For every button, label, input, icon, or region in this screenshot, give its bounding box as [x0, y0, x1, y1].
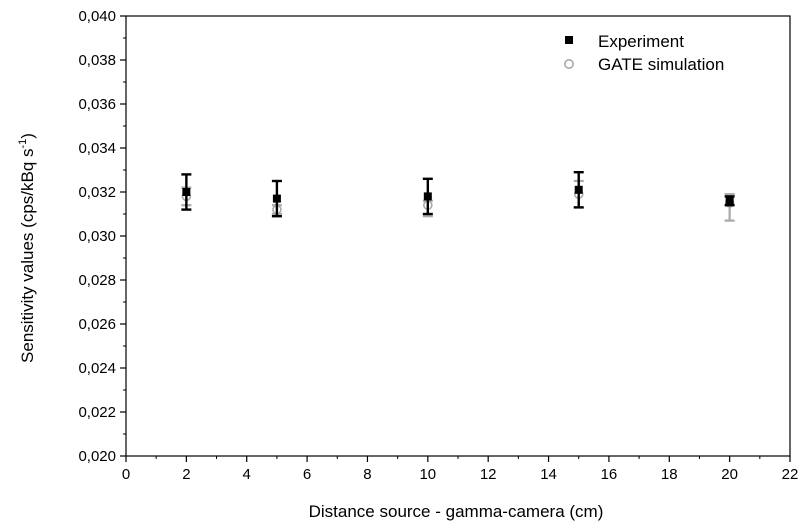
y-tick-label: 0,020 [78, 448, 116, 465]
x-tick-label: 6 [303, 466, 311, 483]
data-point [272, 194, 281, 203]
x-tick-label: 4 [243, 466, 251, 483]
legend: Experiment GATE simulation [563, 32, 724, 74]
x-axis-ticks: 0 2 4 6 8 10 12 14 16 18 20 22 [122, 456, 798, 483]
y-tick-label: 0,030 [78, 228, 116, 245]
data-point [423, 192, 432, 201]
data-point [574, 185, 583, 194]
y-tick-label: 0,038 [78, 52, 116, 69]
y-axis-title-main: Sensitivity values (cps/kBq s [18, 148, 37, 362]
legend-marker-experiment [565, 36, 573, 44]
y-axis-title-close: ) [18, 133, 37, 139]
x-tick-label: 0 [122, 466, 130, 483]
x-tick-label: 14 [540, 466, 557, 483]
y-axis-title-superscript: -1 [17, 139, 29, 149]
x-tick-label: 12 [480, 466, 497, 483]
y-tick-label: 0,026 [78, 316, 116, 333]
x-tick-label: 16 [601, 466, 618, 483]
y-tick-label: 0,022 [78, 404, 116, 421]
x-tick-label: 10 [419, 466, 436, 483]
x-tick-label: 22 [782, 466, 798, 483]
x-axis-title: Distance source - gamma-camera (cm) [309, 502, 604, 521]
x-tick-label: 8 [363, 466, 371, 483]
plot-frame [125, 15, 791, 457]
series-gate-simulation [181, 179, 735, 222]
x-tick-label: 20 [721, 466, 738, 483]
y-tick-label: 0,024 [78, 360, 116, 377]
x-tick-label: 2 [182, 466, 190, 483]
data-point [725, 196, 734, 205]
y-tick-label: 0,032 [78, 184, 116, 201]
series-experiment [181, 170, 735, 218]
legend-label-experiment: Experiment [598, 32, 684, 51]
y-tick-label: 0,034 [78, 140, 116, 157]
y-axis-title: Sensitivity values (cps/kBq s-1) [17, 133, 37, 363]
y-axis-ticks: 0,020 0,022 0,024 0,026 0,028 0,030 0,032 0,034… [78, 8, 126, 465]
plot-border [125, 15, 791, 457]
y-tick-label: 0,040 [78, 8, 116, 25]
x-tick-label: 18 [661, 466, 678, 483]
series-layer [181, 170, 735, 222]
y-tick-label: 0,028 [78, 272, 116, 289]
y-tick-label: 0,036 [78, 96, 116, 113]
legend-label-gate-simulation: GATE simulation [598, 55, 724, 74]
legend-marker-gate-simulation [563, 58, 574, 69]
data-point [182, 188, 191, 196]
